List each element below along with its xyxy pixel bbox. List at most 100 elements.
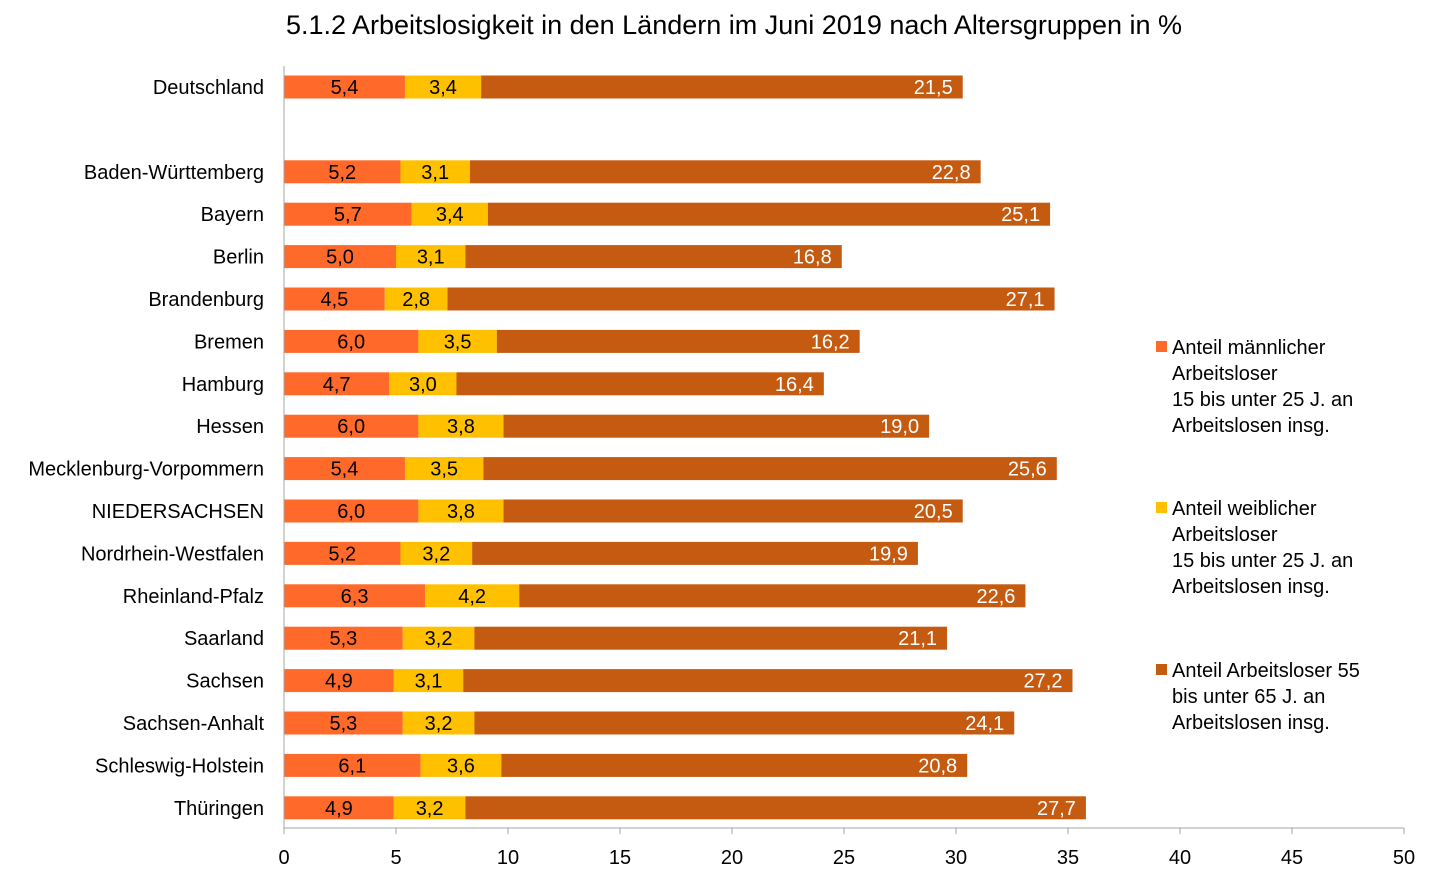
bar-segment [284, 753, 421, 777]
x-tick-label: 5 [390, 847, 401, 869]
data-label: 3,1 [417, 247, 445, 269]
x-tick-label: 10 [497, 847, 519, 869]
data-label: 4,5 [320, 289, 348, 311]
data-label: 4,9 [325, 671, 353, 693]
bar-segment [396, 245, 466, 269]
data-label: 3,4 [436, 204, 464, 226]
legend-label: Arbeitslosen insg. [1172, 415, 1330, 437]
data-label: 5,2 [328, 162, 356, 184]
data-label: 3,2 [422, 543, 450, 565]
data-label: 6,3 [341, 586, 369, 608]
bar-segment [284, 202, 412, 226]
bar-segment [284, 75, 405, 99]
legend-label: Anteil männlicher [1172, 337, 1326, 359]
data-label: 21,1 [898, 628, 937, 650]
bar-segment [420, 753, 502, 777]
category-label: Saarland [184, 628, 264, 650]
bar-segment [472, 541, 918, 565]
data-label: 27,1 [1006, 289, 1045, 311]
bar-segment [284, 499, 419, 523]
bar-segment [496, 329, 860, 353]
bar-segment [284, 626, 403, 650]
data-label: 16,2 [811, 331, 850, 353]
data-label: 22,6 [977, 586, 1016, 608]
data-label: 5,3 [329, 628, 357, 650]
data-label: 4,7 [323, 374, 351, 396]
category-label: Baden-Württemberg [84, 162, 264, 184]
category-label: Hessen [196, 416, 264, 438]
category-label: Thüringen [174, 798, 264, 820]
data-label: 3,5 [444, 331, 472, 353]
legend-swatch [1156, 502, 1167, 513]
legend-label: Arbeitslosen insg. [1172, 576, 1330, 598]
bar-segment [400, 541, 473, 565]
x-tick-label: 20 [721, 847, 743, 869]
data-label: 5,4 [331, 459, 359, 481]
data-label: 5,2 [328, 543, 356, 565]
data-label: 2,8 [402, 289, 430, 311]
data-label: 3,6 [447, 755, 475, 777]
data-label: 16,4 [775, 374, 814, 396]
bar-segment [411, 202, 488, 226]
bar-segment [393, 669, 464, 693]
bar-segment [418, 414, 504, 438]
chart-title: 5.1.2 Arbeitslosigkeit in den Ländern im… [286, 10, 1182, 40]
bar-segment [418, 329, 497, 353]
data-label: 20,5 [914, 501, 953, 523]
x-axis: 0 5 10 15 20 25 30 35 40 45 50 [278, 66, 1415, 869]
category-labels: Deutschland Baden-Württemberg Bayern Berlin… [28, 77, 264, 820]
data-label: 25,1 [1001, 204, 1040, 226]
category-label: Sachsen-Anhalt [123, 713, 265, 735]
bar-segment [284, 287, 385, 311]
legend-swatch [1156, 664, 1167, 675]
data-label: 3,2 [416, 798, 444, 820]
data-label: 3,1 [415, 671, 443, 693]
category-label: Bremen [194, 331, 264, 353]
data-label: 16,8 [793, 247, 832, 269]
bar-segment [474, 711, 1015, 735]
data-label: 3,5 [430, 459, 458, 481]
bar-segment [284, 669, 394, 693]
data-label: 3,0 [409, 374, 437, 396]
x-tick-label: 30 [945, 847, 967, 869]
bar-segment [487, 202, 1051, 226]
legend-label: 15 bis unter 25 J. an [1172, 550, 1353, 572]
bar-segment [389, 372, 457, 396]
data-label: 5,3 [329, 713, 357, 735]
x-tick-label: 0 [278, 847, 289, 869]
bar-segment [483, 457, 1057, 481]
bar-segment [404, 457, 484, 481]
legend-label: Anteil Arbeitsloser 55 [1172, 660, 1360, 682]
bar-segment [284, 245, 396, 269]
category-label: Mecklenburg-Vorpommern [28, 459, 264, 481]
bar-segment [284, 372, 390, 396]
bar-segment [503, 414, 930, 438]
bar-segment [384, 287, 448, 311]
bar-segment [284, 414, 419, 438]
legend-label: bis unter 65 J. an [1172, 686, 1325, 708]
data-label: 5,0 [326, 247, 354, 269]
legend-swatch [1156, 341, 1167, 352]
bar-segment [465, 796, 1086, 820]
x-tick-label: 50 [1393, 847, 1415, 869]
bar-segment [284, 457, 405, 481]
data-label: 27,2 [1024, 671, 1063, 693]
data-label: 25,6 [1008, 459, 1047, 481]
x-tick-label: 25 [833, 847, 855, 869]
data-label: 3,8 [447, 416, 475, 438]
category-label: Schleswig-Holstein [95, 755, 264, 777]
bar-segment [284, 584, 426, 608]
bar-segment [463, 669, 1073, 693]
category-label: Bayern [201, 204, 264, 226]
legend-label: 15 bis unter 25 J. an [1172, 389, 1353, 411]
bar-segment [474, 626, 948, 650]
data-label: 3,4 [429, 77, 457, 99]
legend-label: Arbeitsloser [1172, 524, 1278, 546]
bar-segment [400, 160, 470, 184]
category-label: Nordrhein-Westfalen [81, 543, 264, 565]
bar-segment [402, 711, 475, 735]
data-label: 4,2 [458, 586, 486, 608]
data-label: 5,7 [334, 204, 362, 226]
data-label: 22,8 [932, 162, 971, 184]
